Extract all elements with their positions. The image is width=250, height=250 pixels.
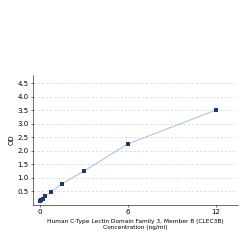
Point [126,142,130,146]
Point [40,197,44,201]
X-axis label: Human C-Type Lectin Domain Family 3, Member B (CLEC3B)
Concentration (ng/ml): Human C-Type Lectin Domain Family 3, Mem… [46,219,224,230]
Point [38,199,42,203]
Point [82,169,86,173]
Point [60,182,64,186]
Point [39,198,43,202]
Point [214,108,218,112]
Y-axis label: OD: OD [8,135,14,145]
Point [43,194,47,198]
Point [49,190,53,194]
